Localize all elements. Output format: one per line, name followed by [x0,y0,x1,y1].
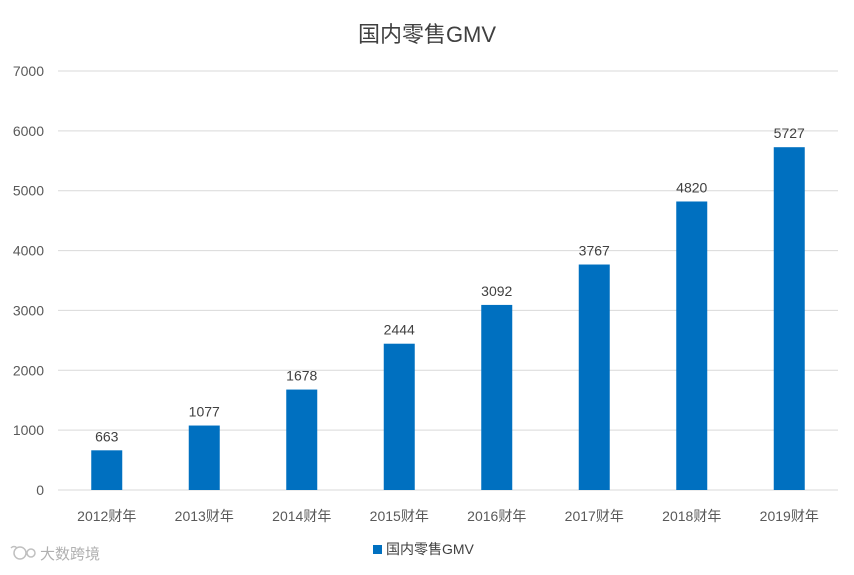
data-label: 3767 [579,243,610,259]
data-label: 3092 [481,283,512,299]
bars [91,147,805,491]
x-tick-label: 2013财年 [175,508,234,524]
bar [773,147,805,491]
x-tick-label: 2019财年 [760,508,819,524]
x-tick-label: 2016财年 [467,508,526,524]
bar [383,343,415,490]
y-axis-ticks: 0 1000 2000 3000 4000 5000 6000 7000 [13,63,44,498]
chart-title: 国内零售GMV [358,22,496,47]
y-tick-label: 1000 [13,422,44,438]
bar [481,304,513,490]
data-labels: 663 1077 1678 2444 3092 3767 4820 5727 [95,125,805,444]
bar [91,450,123,490]
data-label: 4820 [676,179,707,195]
legend-label: 国内零售GMV [386,541,475,557]
x-tick-label: 2018财年 [662,508,721,524]
watermark-text: 大数跨境 [40,545,100,563]
legend: 国内零售GMV [373,541,475,557]
y-tick-label: 3000 [13,302,44,318]
gridlines [58,70,838,491]
y-tick-label: 7000 [13,63,44,79]
data-label: 1077 [189,404,220,420]
watermark-logo-icon [10,545,36,560]
bar [578,264,610,490]
y-tick-label: 4000 [13,243,44,259]
watermark: 大数跨境 [10,545,100,563]
y-tick-label: 5000 [13,183,44,199]
y-tick-label: 0 [36,482,44,498]
x-axis-ticks: 2012财年 2013财年 2014财年 2015财年 2016财年 2017财年 2018… [77,508,819,524]
x-tick-label: 2012财年 [77,508,136,524]
x-tick-label: 2015财年 [370,508,429,524]
data-label: 1678 [286,368,317,384]
data-label: 663 [95,428,119,444]
bar [188,425,220,490]
legend-swatch [373,545,382,554]
y-tick-label: 6000 [13,123,44,139]
y-tick-label: 2000 [13,362,44,378]
bar [676,201,708,490]
data-label: 5727 [774,125,805,141]
bar [286,389,318,490]
x-tick-label: 2017财年 [565,508,624,524]
data-label: 2444 [384,322,415,338]
x-tick-label: 2014财年 [272,508,331,524]
